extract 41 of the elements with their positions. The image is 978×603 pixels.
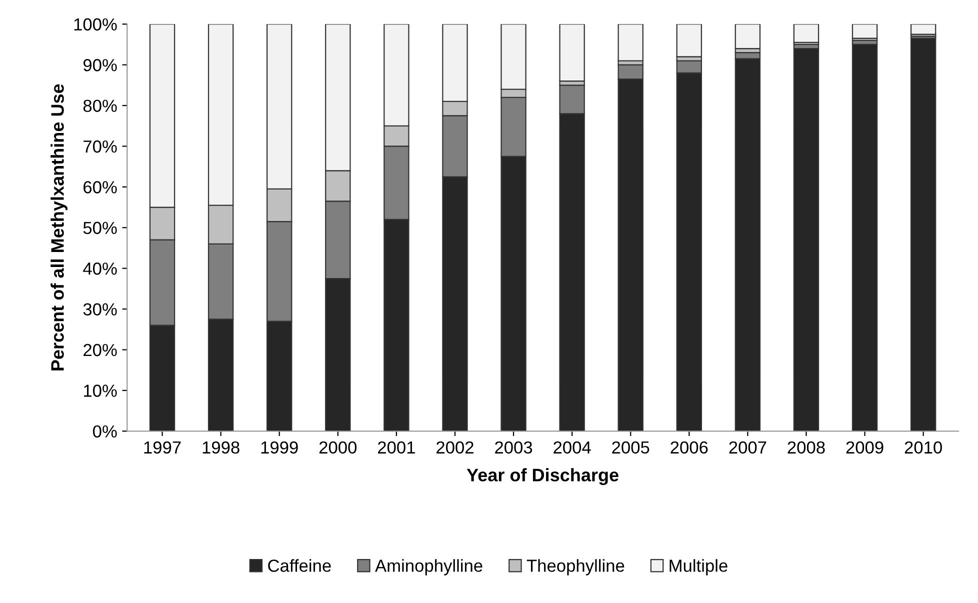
bar [852,44,878,432]
y-tick-label: 10% [84,384,117,397]
x-tick-label: 2008 [788,441,825,454]
y-axis-title: Percent of all Methylxanthine Use [50,84,68,370]
x-tick-label: 2010 [904,441,942,454]
y-tick-label: 70% [84,140,117,153]
bar [676,24,702,58]
y-tick-label: 80% [83,100,117,112]
legend-label: Aminophylline [375,559,482,576]
y-tick-label: 100% [74,18,117,31]
y-tick-label: 20% [84,344,117,356]
bar [618,24,644,62]
x-axis-title: Year of Discharge [466,468,618,486]
bar [793,48,820,432]
y-tick-label: 60% [84,181,117,194]
y-tick-label: 40% [83,262,117,275]
bar [910,24,936,35]
legend-label: Caffeine [268,559,331,572]
x-tick-label: 2002 [436,441,474,454]
legend-label: Theophylline [526,559,624,576]
x-tick-label: 2000 [319,441,357,454]
bar [910,38,936,432]
x-tick-label: 1999 [261,441,298,454]
x-tick-label: 2006 [670,441,708,454]
x-tick-label: 1998 [202,441,240,454]
bar [559,24,585,82]
x-tick-label: 2009 [846,441,884,454]
y-tick-label: 0% [93,425,117,438]
bar [793,24,820,43]
x-tick-label: 2004 [554,441,591,454]
legend-label: Multiple [670,559,728,576]
bar [852,24,878,39]
x-tick-label: 2003 [495,441,532,454]
y-tick-label: 30% [83,303,117,316]
x-tick-label: 2007 [729,441,766,454]
y-tick-label: 50% [83,222,117,234]
x-tick-label: 2001 [378,441,415,454]
x-tick-label: 1997 [144,441,181,454]
x-tick-label: 2005 [612,441,650,454]
y-tick-label: 90% [83,58,117,72]
bar [734,24,761,50]
